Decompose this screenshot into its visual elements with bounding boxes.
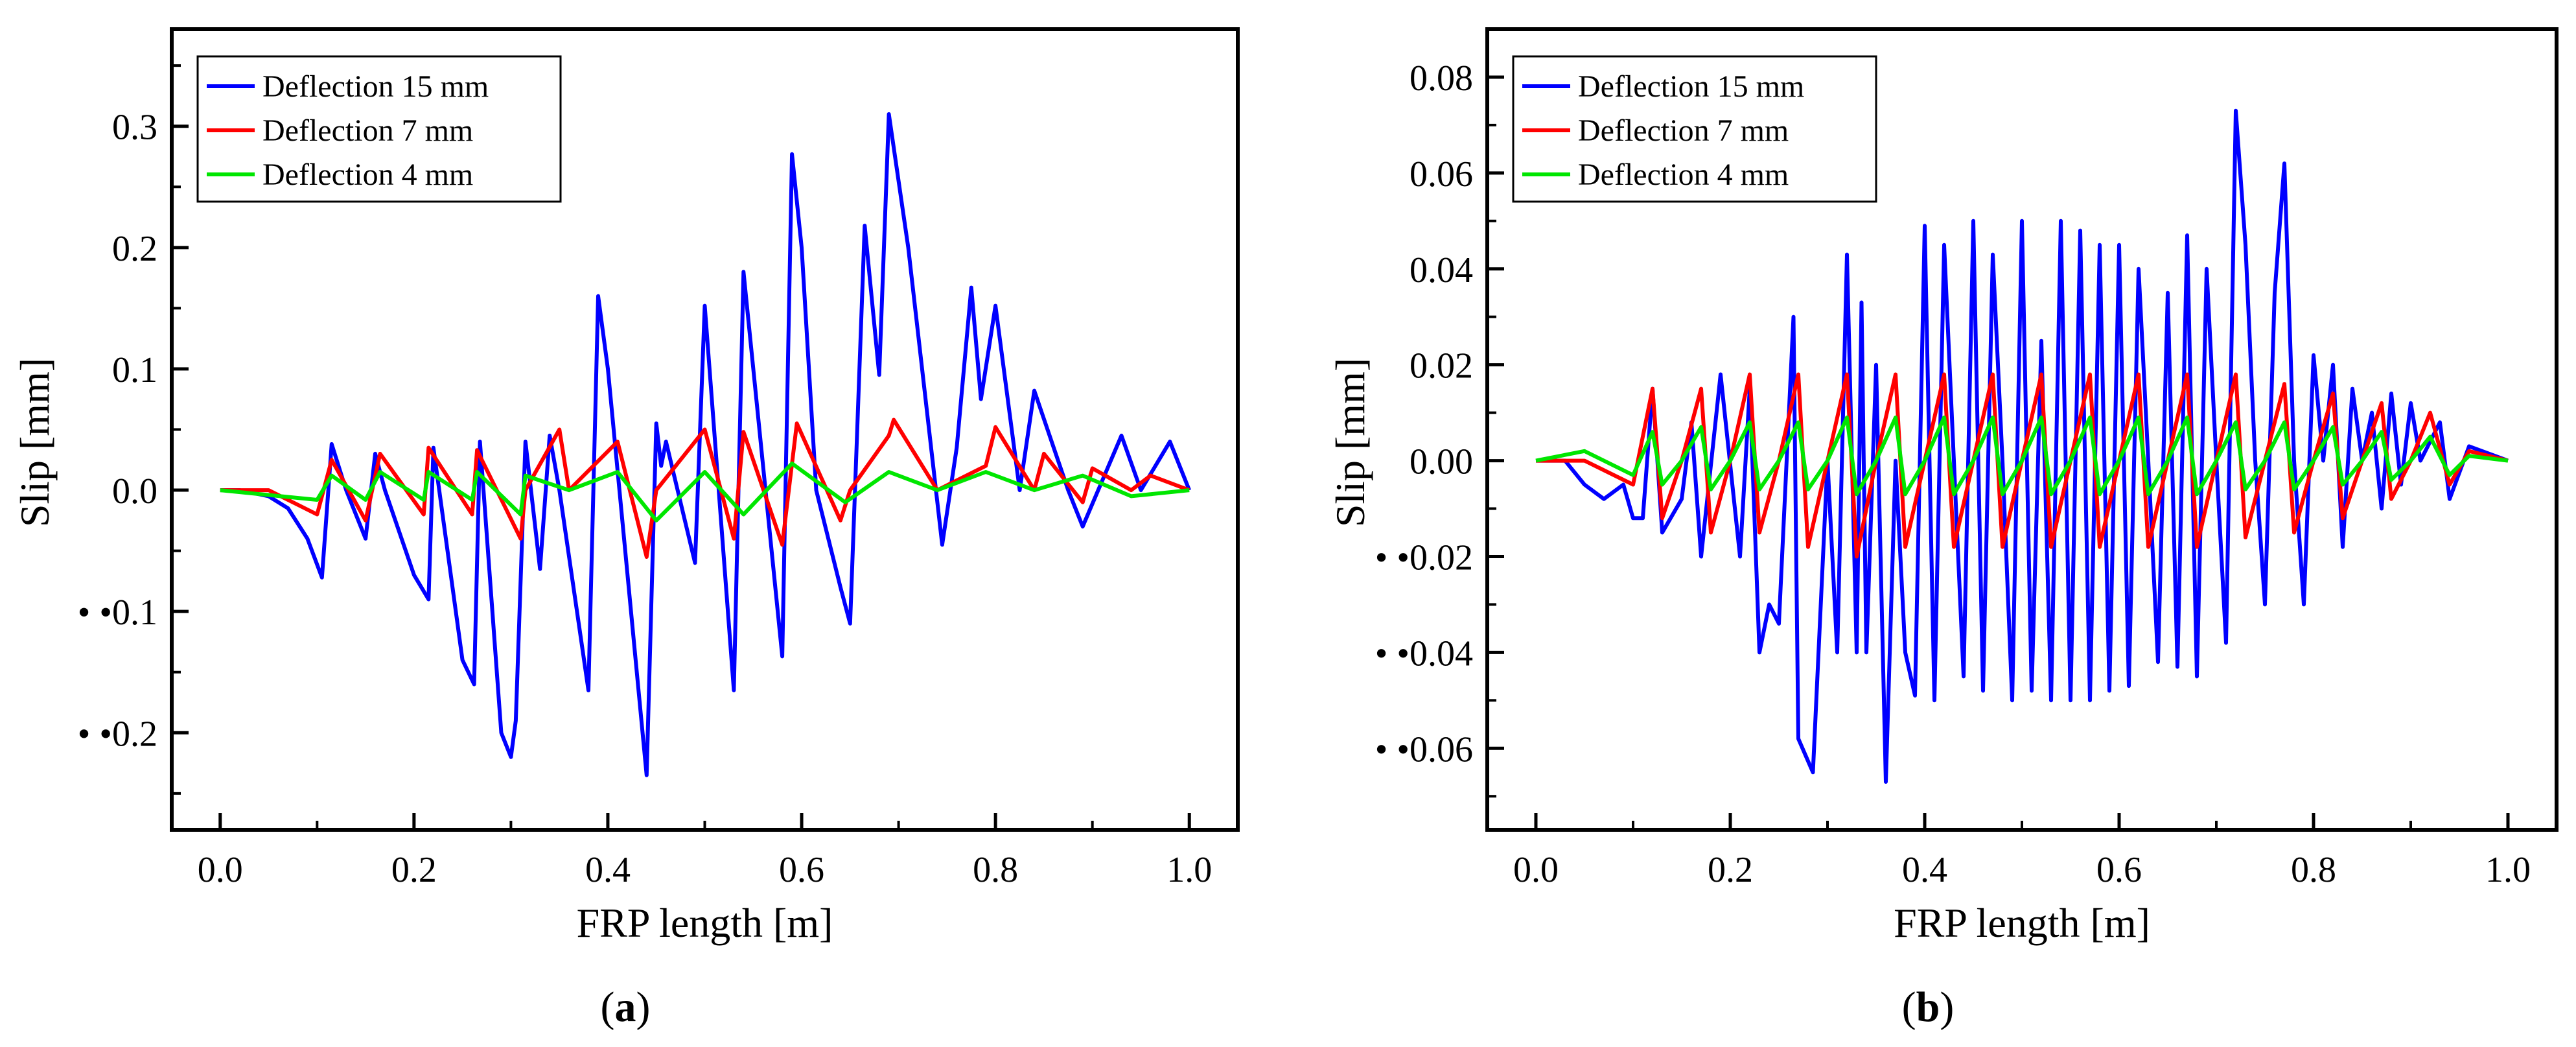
y-tick-label: • •0.1 <box>78 593 157 633</box>
y-axis-title: Slip [mm] <box>12 358 58 527</box>
series-line-deflection-15-mm <box>1536 108 2509 784</box>
y-tick-label: 0.0 <box>112 471 157 512</box>
series-group <box>1535 108 2509 784</box>
series-group <box>220 112 1191 777</box>
legend-label: Deflection 4 mm <box>1578 158 1789 192</box>
x-tick-label: 0.0 <box>198 850 243 890</box>
y-tick-label: 0.2 <box>112 229 157 269</box>
x-tick-label: 0.6 <box>779 850 824 890</box>
y-tick-label: 0.06 <box>1410 154 1473 194</box>
legend: Deflection 15 mm Deflection 7 mm Deflectio… <box>196 55 562 203</box>
x-axis-title: FRP length [m] <box>1894 900 2150 946</box>
x-tick-label: 1.0 <box>2485 850 2531 890</box>
x-tick-label: 1.0 <box>1166 850 1212 890</box>
y-tick-label: • •0.06 <box>1375 729 1473 770</box>
legend-label: Deflection 15 mm <box>262 69 489 104</box>
y-axis-title: Slip [mm] <box>1327 358 1373 527</box>
x-tick-label: 0.2 <box>391 850 437 890</box>
x-tick-label: 0.8 <box>2291 850 2336 890</box>
chart-b: 0.0 0.2 0.4 0.6 0.8 1.0 0.08 0.06 0.04 0.02 0.00 • … <box>1327 27 2559 1031</box>
series-line-deflection-7-mm <box>1536 372 2509 559</box>
x-tick-label: 0.2 <box>1708 850 1753 890</box>
legend-box <box>196 55 562 203</box>
y-tick-label: • •0.02 <box>1375 537 1473 578</box>
x-tick-label: 0.8 <box>973 850 1018 890</box>
figure-caption: (b) <box>1902 983 1955 1031</box>
legend-label: Deflection 7 mm <box>262 113 473 148</box>
chart-a: 0.0 0.2 0.4 0.6 0.8 1.0 0.3 0.2 0.1 0.0 • •0.1 • •0… <box>12 27 1240 1031</box>
y-tick-label: • •0.04 <box>1375 633 1473 674</box>
series-line-deflection-7-mm <box>220 418 1190 559</box>
x-tick-label: 0.4 <box>1902 850 1947 890</box>
x-tick-label: 0.0 <box>1513 850 1559 890</box>
x-tick-label: 0.4 <box>585 850 631 890</box>
legend-label: Deflection 4 mm <box>262 158 473 192</box>
y-tick-label: • •0.2 <box>78 714 157 754</box>
series-line-deflection-4-mm <box>1535 416 2509 497</box>
legend-box <box>1512 55 1877 203</box>
y-tick-label: 0.00 <box>1410 442 1473 482</box>
legend: Deflection 15 mm Deflection 7 mm Deflectio… <box>1512 55 1877 203</box>
y-tick-label: 0.08 <box>1410 58 1473 99</box>
legend-label: Deflection 15 mm <box>1578 69 1804 104</box>
y-tick-label: 0.04 <box>1410 250 1473 290</box>
y-tick-label: 0.02 <box>1410 346 1473 386</box>
series-line-deflection-15-mm <box>220 112 1191 777</box>
x-tick-label: 0.6 <box>2096 850 2142 890</box>
figure-caption: (a) <box>601 983 651 1031</box>
x-axis-title: FRP length [m] <box>577 900 833 946</box>
series-line-deflection-4-mm <box>220 461 1190 523</box>
y-tick-label: 0.3 <box>112 108 157 148</box>
y-tick-label: 0.1 <box>112 350 157 390</box>
legend-label: Deflection 7 mm <box>1578 113 1789 148</box>
